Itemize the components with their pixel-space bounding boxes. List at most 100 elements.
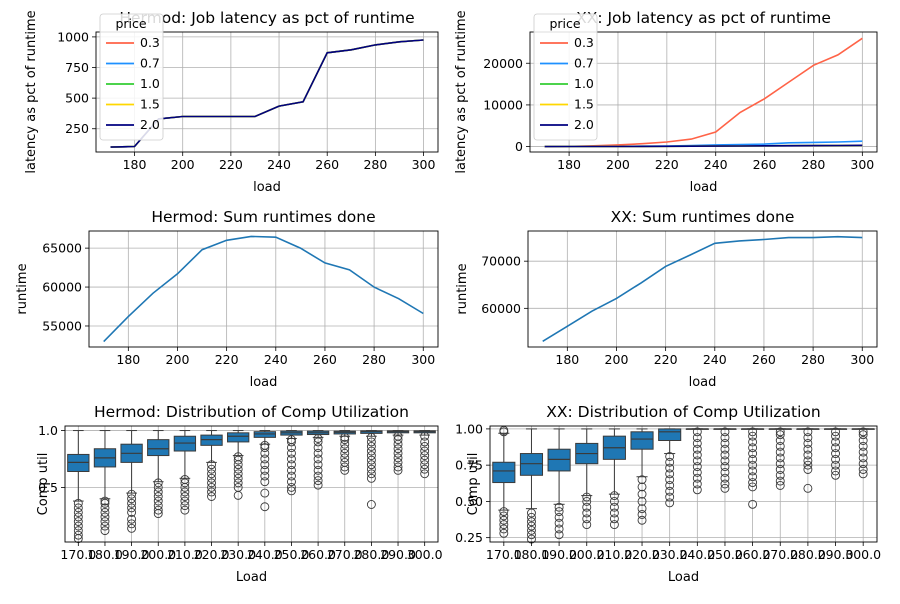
outlier-point [775,447,785,457]
outlier-point [748,472,758,482]
x-tick-label: 200.0 [569,547,605,562]
outlier-point [499,528,509,538]
legend-label-2.0: 2.0 [140,117,160,132]
outlier-point [554,530,564,540]
outlier-point [748,454,758,464]
outlier-point [287,448,296,458]
y-axis-label: runtime [15,263,30,314]
outlier-point [366,473,376,483]
legend-label-0.7: 0.7 [140,56,160,71]
outlier-point [775,481,785,490]
outlier-point [748,478,758,487]
outlier-point [831,443,840,453]
box-190.0 [547,428,571,540]
outlier-point [340,453,350,463]
outlier-point [637,510,647,519]
outlier-point [803,444,813,454]
legend-label-0.7: 0.7 [574,56,594,71]
y-axis-label: runtime [455,263,470,314]
outlier-point [775,436,785,445]
outlier-point [366,469,376,479]
x-tick-label: 180 [123,157,147,172]
chart-title: XX: Distribution of Comp Utilization [546,403,820,421]
outlier-point [720,473,730,483]
y-tick-label: 0.25 [455,530,483,545]
y-tick-label: 0 [515,139,523,154]
y-tick-label: 0.5 [38,480,58,495]
outlier-point [803,465,813,474]
outlier-point [100,503,110,513]
outlier-point [366,455,376,465]
outlier-point [366,446,376,456]
outlier-point [313,476,323,486]
outlier-point [692,479,702,489]
outlier-point [73,517,83,526]
legend-label-0.3: 0.3 [574,35,594,50]
outlier-point [692,450,702,460]
outlier-point [180,492,190,501]
outlier-point [287,465,296,475]
outlier-point [665,486,675,496]
outlier-point [233,482,243,492]
outlier-point [153,482,163,492]
outlier-point [127,523,137,533]
outlier-point [313,471,323,481]
x-tick-label: 240 [704,157,728,172]
outlier-point [366,464,376,474]
outlier-point [858,427,868,437]
outlier-point [340,457,350,467]
outlier-point [637,489,647,499]
outlier-point [127,519,137,529]
outlier-point [100,512,110,522]
outlier-point [207,487,216,497]
y-tick-label: 750 [65,60,89,75]
outlier-point [127,507,137,517]
outlier-point [233,455,243,465]
panel-xx_runtime: 180 200 220 240 260 280 300 60000 70000 load runti… [455,208,878,390]
outlier-point [393,448,403,458]
outlier-point [665,463,675,473]
series-line-2.0 [544,144,863,148]
panel-hermod_util: 170.0180.0190.0200.0210.0220.0230.0240.0… [36,403,443,585]
outlier-point [665,481,675,490]
outlier-point [554,518,564,528]
outlier-point [260,460,270,470]
outlier-point [260,477,270,487]
x-tick-label: 260 [753,157,777,172]
outlier-point [420,460,430,470]
x-tick-label: 250.0 [274,547,310,562]
outlier-point [692,467,702,477]
x-tick-label: 300 [411,352,435,367]
outlier-point [340,448,350,458]
outlier-point [748,466,758,476]
outlier-point [554,512,564,522]
box-180.0 [93,430,117,536]
x-tick-label: 240 [703,352,727,367]
outlier-point [366,500,376,509]
axes-frame [64,425,439,543]
outlier-point [720,433,730,443]
x-axis-label: load [250,375,278,390]
outlier-point [207,469,216,479]
outlier-point [313,454,323,464]
outlier-point [858,430,868,440]
box-iqr [547,448,571,472]
outlier-point [720,438,730,448]
x-tick-label: 300 [850,157,874,172]
outlier-point [692,433,702,443]
outlier-point [692,462,702,472]
outlier-point [720,479,730,489]
outlier-point [499,520,509,530]
outlier-point [340,462,350,472]
x-tick-label: 200 [605,352,629,367]
outlier-point [692,438,702,448]
outlier-point [233,464,243,474]
outlier-point [260,465,270,475]
x-tick-label: 300.0 [845,547,881,562]
x-tick-label: 260 [313,352,337,367]
x-tick-label: 190.0 [114,547,150,562]
outlier-point [100,498,110,508]
box-iqr [630,431,654,450]
outlier-point [260,488,270,498]
series-line-runtime [103,235,424,343]
